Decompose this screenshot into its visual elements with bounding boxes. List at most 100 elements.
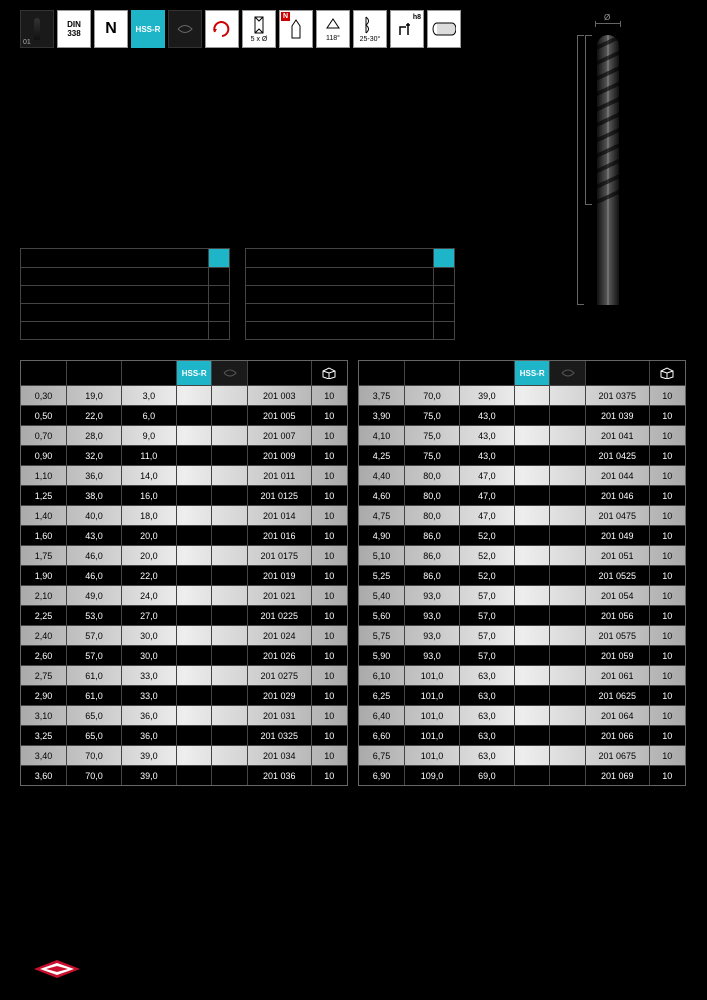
th-hssr: HSS-R (515, 361, 550, 385)
cell-empty-b (550, 386, 586, 405)
cell-qty: 10 (650, 586, 685, 605)
cell-empty-b (212, 426, 248, 445)
cell-flute: 69,0 (460, 766, 515, 785)
cell-length: 65,0 (67, 706, 122, 725)
cell-flute: 39,0 (122, 746, 177, 765)
cell-qty: 10 (650, 466, 685, 485)
cell-length: 40,0 (67, 506, 122, 525)
th-hssr: HSS-R (177, 361, 212, 385)
badge-n: N (94, 10, 128, 48)
cell-empty-a (177, 586, 213, 605)
cell-length: 101,0 (405, 726, 460, 745)
cell-diameter: 2,60 (21, 646, 67, 665)
cell-qty: 10 (312, 686, 347, 705)
cell-length: 93,0 (405, 586, 460, 605)
cell-flute: 33,0 (122, 666, 177, 685)
cell-empty-a (515, 626, 551, 645)
data-table-left: HSS-R0,3019,03,0201 003100,5022,06,0201 … (20, 360, 348, 786)
cell-diameter: 6,90 (359, 766, 405, 785)
cell-qty: 10 (312, 426, 347, 445)
cell-code: 201 069 (586, 766, 650, 785)
cell-length: 22,0 (67, 406, 122, 425)
cell-diameter: 5,60 (359, 606, 405, 625)
cell-length: 101,0 (405, 706, 460, 725)
cell-qty: 10 (312, 486, 347, 505)
cell-empty-a (515, 746, 551, 765)
mini-table-accent-1 (209, 249, 229, 267)
cell-diameter: 0,90 (21, 446, 67, 465)
cell-empty-a (177, 426, 213, 445)
cell-flute: 57,0 (460, 646, 515, 665)
table-row: 4,4080,047,0201 04410 (359, 465, 685, 485)
cell-code: 201 0325 (248, 726, 312, 745)
cell-flute: 20,0 (122, 546, 177, 565)
cell-length: 70,0 (67, 766, 122, 785)
cell-code: 201 0525 (586, 566, 650, 585)
table-row: 2,9061,033,0201 02910 (21, 685, 347, 705)
cell-flute: 39,0 (122, 766, 177, 785)
cell-empty-b (550, 686, 586, 705)
cell-length: 65,0 (67, 726, 122, 745)
cell-empty-b (212, 506, 248, 525)
cell-diameter: 1,75 (21, 546, 67, 565)
cell-code: 201 0275 (248, 666, 312, 685)
cell-code: 201 0575 (586, 626, 650, 645)
cell-flute: 63,0 (460, 726, 515, 745)
cell-empty-a (515, 526, 551, 545)
cell-diameter: 2,40 (21, 626, 67, 645)
cell-length: 80,0 (405, 466, 460, 485)
cell-empty-b (550, 406, 586, 425)
mini-table-2 (245, 248, 455, 340)
table-row: 2,2553,027,0201 022510 (21, 605, 347, 625)
cell-length: 36,0 (67, 466, 122, 485)
cell-qty: 10 (312, 526, 347, 545)
cell-empty-a (177, 386, 213, 405)
cell-empty-b (550, 766, 586, 785)
cell-qty: 10 (650, 426, 685, 445)
cell-code: 201 049 (586, 526, 650, 545)
cell-diameter: 6,60 (359, 726, 405, 745)
cell-length: 61,0 (67, 666, 122, 685)
table-row: 0,9032,011,0201 00910 (21, 445, 347, 465)
cell-diameter: 5,25 (359, 566, 405, 585)
cell-qty: 10 (312, 746, 347, 765)
cell-length: 53,0 (67, 606, 122, 625)
cell-empty-b (212, 706, 248, 725)
cell-code: 201 0675 (586, 746, 650, 765)
cell-code: 201 0225 (248, 606, 312, 625)
cell-diameter: 4,75 (359, 506, 405, 525)
cell-code: 201 0125 (248, 486, 312, 505)
cell-flute: 9,0 (122, 426, 177, 445)
table-row: 1,7546,020,0201 017510 (21, 545, 347, 565)
cell-flute: 47,0 (460, 506, 515, 525)
cell-qty: 10 (312, 766, 347, 785)
cell-empty-b (550, 586, 586, 605)
badge-din: DIN 338 (57, 10, 91, 48)
table-row: 3,4070,039,0201 03410 (21, 745, 347, 765)
cell-length: 80,0 (405, 486, 460, 505)
cell-qty: 10 (312, 506, 347, 525)
cell-qty: 10 (650, 406, 685, 425)
cell-qty: 10 (312, 466, 347, 485)
cell-diameter: 3,25 (21, 726, 67, 745)
cell-empty-b (212, 466, 248, 485)
badge-drill-icon: 01 (20, 10, 54, 48)
cell-qty: 10 (312, 386, 347, 405)
cell-empty-a (515, 486, 551, 505)
cell-diameter: 3,40 (21, 746, 67, 765)
cell-diameter: 2,75 (21, 666, 67, 685)
cell-diameter: 5,10 (359, 546, 405, 565)
cell-length: 49,0 (67, 586, 122, 605)
table-row: 6,60101,063,0201 06610 (359, 725, 685, 745)
badge-spiral-icon (168, 10, 202, 48)
cell-empty-b (212, 666, 248, 685)
cell-flute: 57,0 (460, 586, 515, 605)
cell-diameter: 5,40 (359, 586, 405, 605)
cell-code: 201 007 (248, 426, 312, 445)
cell-qty: 10 (650, 626, 685, 645)
cell-qty: 10 (312, 666, 347, 685)
cell-empty-a (515, 546, 551, 565)
cell-code: 201 011 (248, 466, 312, 485)
cell-length: 93,0 (405, 646, 460, 665)
badge-n-tip: N (279, 10, 313, 48)
